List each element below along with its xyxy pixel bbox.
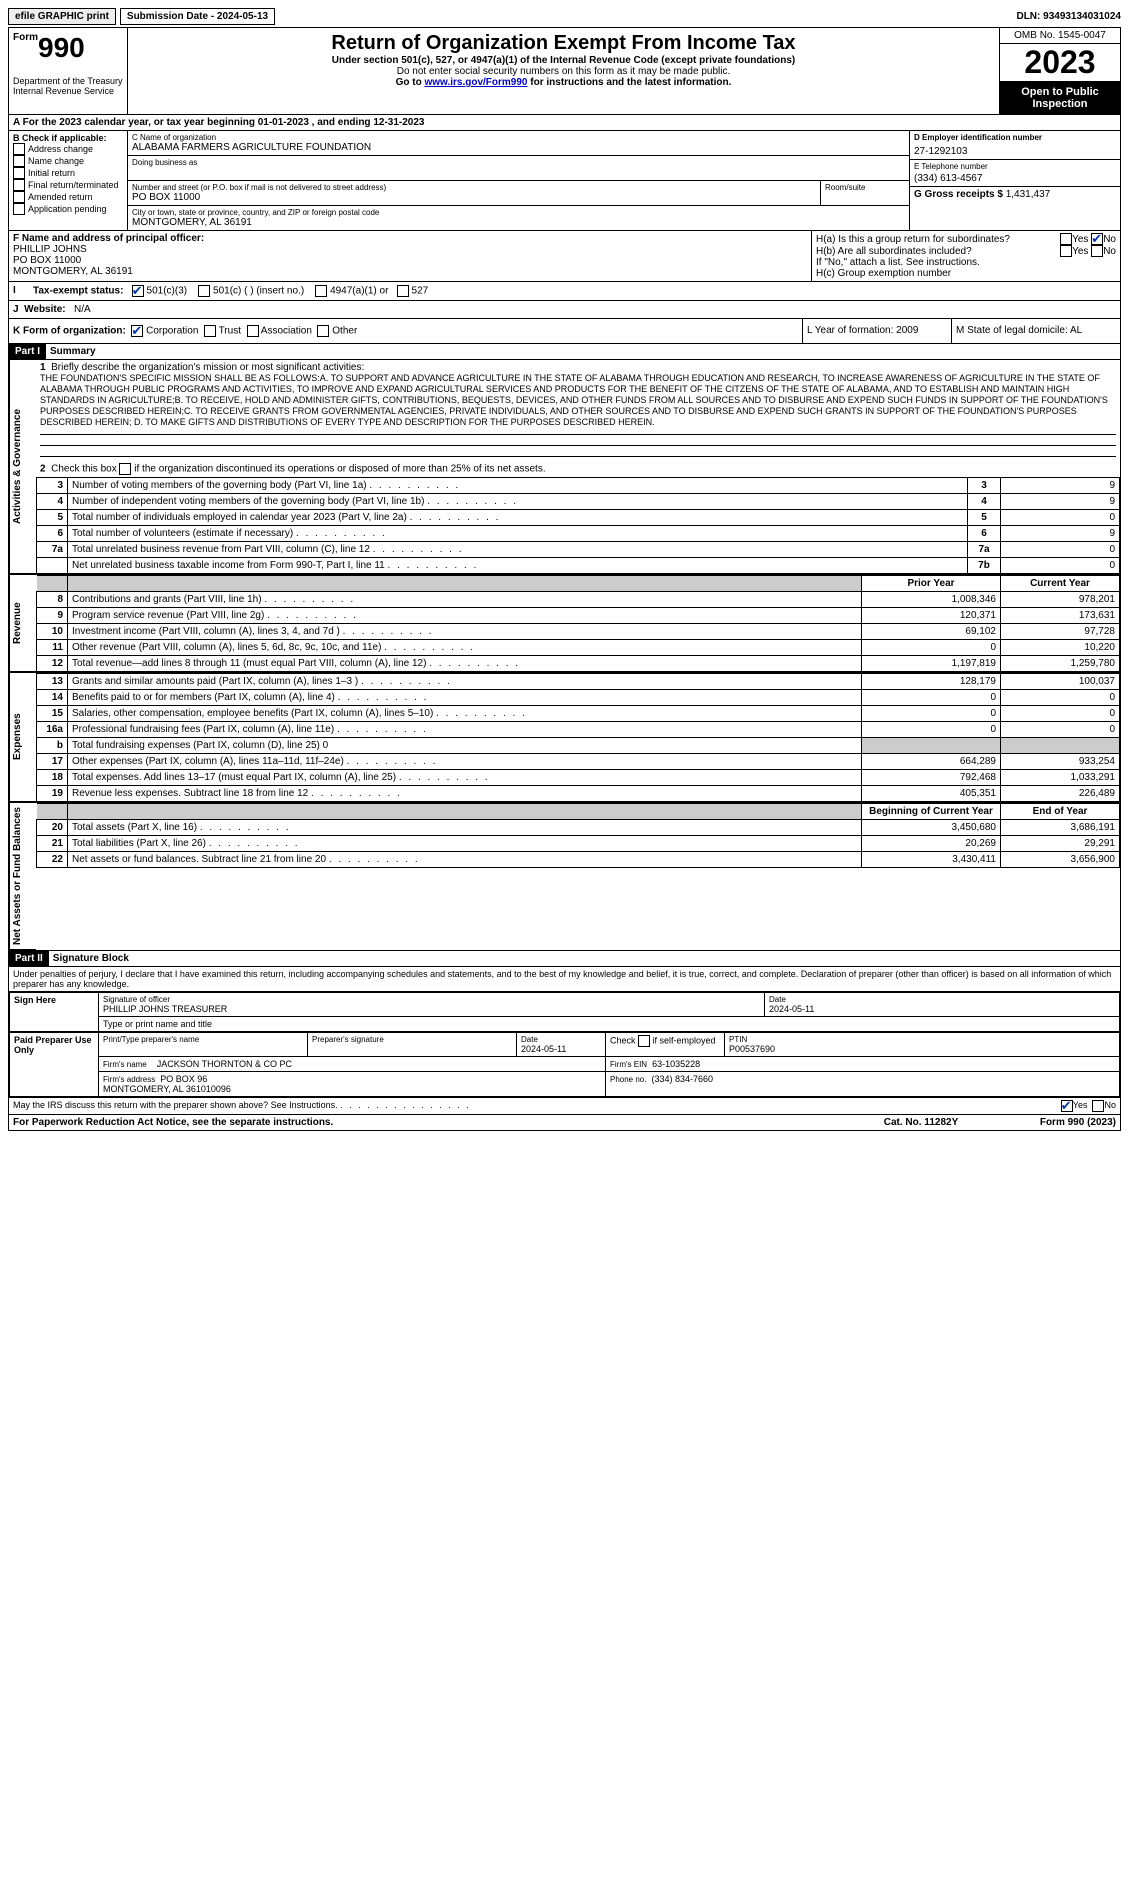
dln: DLN: 93493134031024 (1016, 11, 1121, 22)
pra-notice: For Paperwork Reduction Act Notice, see … (13, 1117, 846, 1128)
officer-name: PHILLIP JOHNS (13, 244, 807, 255)
part1-title: Summary (46, 344, 100, 359)
dept-treasury: Department of the Treasury Internal Reve… (13, 76, 123, 96)
top-bar: efile GRAPHIC print Submission Date - 20… (8, 8, 1121, 25)
ptin: P00537690 (729, 1044, 1115, 1054)
chk-corp[interactable] (131, 325, 143, 337)
chk-discuss-yes[interactable] (1061, 1100, 1073, 1112)
year-formation: L Year of formation: 2009 (802, 319, 951, 343)
sign-date: 2024-05-11 (769, 1004, 1115, 1014)
side-net-assets: Net Assets or Fund Balances (9, 803, 36, 950)
chk-app-pending[interactable] (13, 203, 25, 215)
row-a-tax-year: A For the 2023 calendar year, or tax yea… (9, 115, 1120, 131)
mission-text: THE FOUNDATION'S SPECIFIC MISSION SHALL … (40, 373, 1108, 427)
chk-ha-yes[interactable] (1060, 233, 1072, 245)
cat-no: Cat. No. 11282Y (846, 1117, 996, 1128)
officer-signature: PHILLIP JOHNS TREASURER (103, 1004, 760, 1014)
part1-label: Part I (9, 344, 46, 359)
form-title: Return of Organization Exempt From Incom… (132, 32, 995, 55)
section-c: C Name of organization ALABAMA FARMERS A… (128, 131, 909, 230)
chk-assoc[interactable] (247, 325, 259, 337)
tax-year: 2023 (1000, 44, 1120, 82)
chk-trust[interactable] (204, 325, 216, 337)
chk-address-change[interactable] (13, 143, 25, 155)
chk-initial-return[interactable] (13, 167, 25, 179)
chk-501c3[interactable] (132, 285, 144, 297)
form-990: Form990 Department of the Treasury Inter… (8, 27, 1121, 1131)
city-state-zip: MONTGOMERY, AL 36191 (132, 217, 905, 228)
open-public-badge: Open to Public Inspection (1000, 82, 1120, 114)
form-number: Form990 (13, 32, 123, 64)
sign-here-label: Sign Here (10, 993, 99, 1032)
firm-ein: 63-1035228 (652, 1059, 700, 1069)
chk-527[interactable] (397, 285, 409, 297)
chk-501c[interactable] (198, 285, 210, 297)
section-d: D Employer identification number 27-1292… (909, 131, 1120, 230)
chk-self-employed[interactable] (638, 1035, 650, 1047)
form-footer: Form 990 (2023) (996, 1117, 1116, 1128)
declaration: Under penalties of perjury, I declare th… (9, 967, 1120, 992)
part2-label: Part II (9, 951, 49, 966)
chk-hb-no[interactable] (1091, 245, 1103, 257)
part2-title: Signature Block (49, 951, 133, 966)
chk-final-return[interactable] (13, 179, 25, 191)
org-name: ALABAMA FARMERS AGRICULTURE FOUNDATION (132, 142, 905, 153)
paid-preparer-label: Paid Preparer Use Only (10, 1033, 99, 1097)
irs-link[interactable]: www.irs.gov/Form990 (424, 77, 527, 88)
chk-hb-yes[interactable] (1060, 245, 1072, 257)
website: N/A (74, 304, 91, 315)
efile-print-button[interactable]: efile GRAPHIC print (8, 8, 116, 25)
submission-date: Submission Date - 2024-05-13 (120, 8, 275, 25)
chk-other[interactable] (317, 325, 329, 337)
firm-phone: (334) 834-7660 (652, 1074, 714, 1084)
chk-ha-no[interactable] (1091, 233, 1103, 245)
chk-amended[interactable] (13, 191, 25, 203)
gross-receipts: 1,431,437 (1006, 189, 1051, 200)
street: PO BOX 11000 (132, 192, 816, 203)
side-expenses: Expenses (9, 673, 36, 802)
chk-discuss-no[interactable] (1092, 1100, 1104, 1112)
state-domicile: M State of legal domicile: AL (951, 319, 1120, 343)
ssn-warning: Do not enter social security numbers on … (132, 66, 995, 77)
omb-number: OMB No. 1545-0047 (1000, 28, 1120, 44)
form-subtitle: Under section 501(c), 527, or 4947(a)(1)… (132, 55, 995, 66)
phone: (334) 613-4567 (914, 171, 1116, 184)
chk-discontinued[interactable] (119, 463, 131, 475)
ein: 27-1292103 (914, 142, 1116, 157)
goto-line: Go to www.irs.gov/Form990 for instructio… (132, 77, 995, 88)
side-activities-governance: Activities & Governance (9, 360, 36, 574)
chk-name-change[interactable] (13, 155, 25, 167)
side-revenue: Revenue (9, 575, 36, 672)
chk-4947[interactable] (315, 285, 327, 297)
firm-name: JACKSON THORNTON & CO PC (157, 1059, 292, 1069)
section-b: B Check if applicable: Address change Na… (9, 131, 128, 230)
